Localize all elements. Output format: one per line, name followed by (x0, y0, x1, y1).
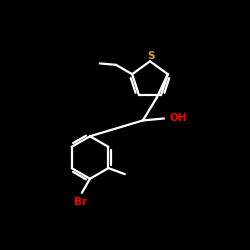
Text: Br: Br (74, 197, 87, 207)
Text: OH: OH (169, 114, 186, 124)
Text: S: S (147, 51, 154, 61)
